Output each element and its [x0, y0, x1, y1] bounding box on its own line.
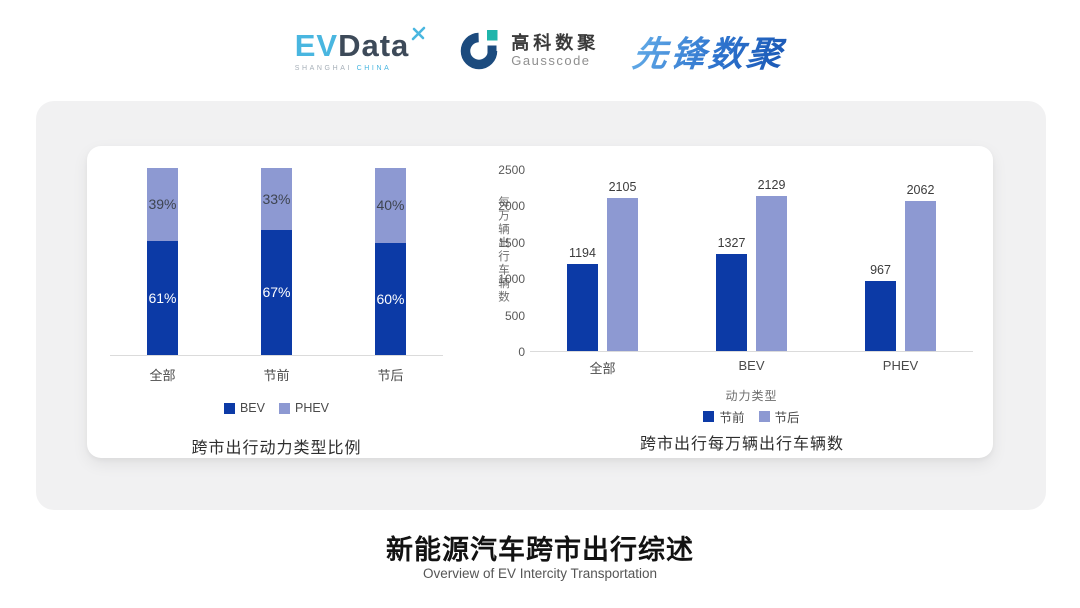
- gausscode-g-icon: [460, 28, 502, 75]
- stacked-bar: 33% 67%: [261, 168, 292, 355]
- evdata-logo-subtext: SHANGHAI CHINA: [295, 65, 392, 72]
- legend-label: PHEV: [294, 401, 330, 415]
- bar-group: 1327 2129: [716, 178, 787, 351]
- bar-segment-bev: 60%: [375, 242, 406, 355]
- evdata-logo: EV Data SHANGHAI CHINA: [294, 26, 427, 72]
- legend-label: 节前: [719, 411, 745, 425]
- y-tick-label: 0: [518, 345, 525, 359]
- evdata-sparkle-icon: [411, 26, 426, 45]
- category-label: 节后: [377, 368, 404, 383]
- legend-swatch: [703, 411, 715, 422]
- grouped-chart-title: 跨市出行每万辆出行车辆数: [639, 436, 844, 453]
- grouped-x-axis-label: 动力类型: [725, 389, 778, 403]
- stacked-category-axis: 全部 节前 节后: [110, 365, 443, 384]
- y-tick-label: 2000: [498, 199, 525, 214]
- grouped-y-axis-ticks: 0 500 1000 1500 2000 2500: [483, 163, 525, 359]
- bar-节后: [607, 197, 638, 351]
- gausscode-cn-text: 高科数聚: [511, 32, 600, 53]
- grouped-y-axis-label: 每万辆出行车辆数: [497, 196, 509, 304]
- content-panel: 39% 61% 33% 67% 40% 60% 全部 节前 节后 BEV PHEV 跨市出行动力…: [36, 101, 1046, 510]
- bar-value-label: 60%: [376, 290, 405, 307]
- category-label: BEV: [738, 358, 765, 373]
- bar-value-label: 2129: [757, 178, 786, 193]
- category-label: PHEV: [882, 358, 919, 373]
- bar-segment-phev: 40%: [375, 168, 406, 243]
- grouped-bar-column: 2129: [756, 178, 787, 351]
- bar-value-label: 967: [870, 262, 891, 277]
- legend-item: 节后: [758, 407, 800, 426]
- stacked-plot-area: 39% 61% 33% 67% 40% 60%: [110, 168, 443, 356]
- bar-节前: [716, 254, 747, 351]
- bar-value-label: 2105: [608, 179, 637, 194]
- stacked-bar: 40% 60%: [375, 168, 406, 355]
- power-type-ratio-chart: 39% 61% 33% 67% 40% 60% 全部 节前 节后 BEV PHEV 跨市出行动力…: [110, 168, 443, 458]
- bar-value-label: 61%: [148, 289, 177, 306]
- legend-item: BEV: [223, 401, 265, 415]
- bar-节后: [756, 196, 787, 351]
- y-tick-label: 500: [504, 308, 525, 323]
- stacked-chart-title: 跨市出行动力类型比例: [191, 440, 362, 457]
- legend-swatch: [758, 411, 770, 422]
- bar-节后: [905, 200, 936, 351]
- gausscode-en-text: Gausscode: [511, 52, 591, 68]
- bar-节前: [865, 280, 896, 351]
- bar-value-label: 1327: [717, 236, 746, 251]
- stacked-bar: 39% 61%: [147, 168, 178, 355]
- y-tick-label: 2500: [498, 163, 525, 177]
- bar-value-label: 1194: [569, 246, 596, 261]
- bar-segment-bev: 67%: [261, 229, 292, 355]
- bar-segment-bev: 61%: [147, 240, 178, 355]
- bar-value-label: 2062: [906, 182, 935, 197]
- grouped-bar-column: 2105: [607, 180, 638, 351]
- grouped-legend: 节前 节后: [530, 407, 973, 426]
- grouped-bar-column: 1327: [716, 236, 747, 351]
- bar-group: 967 2062: [865, 183, 936, 351]
- page-title: 新能源汽车跨市出行综述: [386, 535, 694, 565]
- header-logo-bar: EV Data SHANGHAI CHINA 高科数聚 Gausscode: [0, 16, 1080, 86]
- evdata-logo-data-text: Data: [338, 28, 410, 63]
- xianfeng-shuju-logo: 先锋数聚: [630, 26, 788, 77]
- bar-value-label: 33%: [262, 190, 291, 207]
- grouped-plot-area: 1194 2105 1327 2129 967 2062: [530, 170, 973, 352]
- category-label: 节前: [263, 368, 290, 383]
- grouped-bar-column: 2062: [905, 183, 936, 351]
- evdata-logo-ev-text: EV: [294, 28, 339, 63]
- y-tick-label: 1500: [498, 235, 525, 250]
- grouped-category-axis: 全部 BEV PHEV: [530, 358, 973, 377]
- grouped-bar-column: 1194: [567, 246, 598, 351]
- grouped-bar-column: 967: [865, 263, 896, 351]
- legend-label: 节后: [774, 411, 800, 425]
- legend-swatch: [278, 402, 290, 414]
- evdata-china-text: CHINA: [356, 65, 392, 72]
- evdata-shanghai-text: SHANGHAI: [294, 65, 353, 72]
- bar-segment-phev: 39%: [147, 168, 178, 241]
- bar-value-label: 39%: [148, 196, 177, 213]
- chart-card: 39% 61% 33% 67% 40% 60% 全部 节前 节后 BEV PHEV 跨市出行动力…: [87, 146, 993, 458]
- category-label: 全部: [149, 368, 176, 383]
- page-subtitle: Overview of EV Intercity Transportation: [422, 566, 658, 581]
- legend-item: PHEV: [278, 401, 330, 415]
- bar-segment-phev: 33%: [261, 168, 292, 230]
- legend-label: BEV: [239, 401, 265, 415]
- category-label: 全部: [589, 361, 616, 376]
- gausscode-logo: 高科数聚 Gausscode: [460, 28, 599, 75]
- y-tick-label: 1000: [498, 272, 525, 287]
- stacked-legend: BEV PHEV: [110, 401, 443, 415]
- legend-swatch: [223, 402, 235, 414]
- bar-value-label: 40%: [376, 197, 405, 214]
- bar-节前: [567, 264, 598, 351]
- legend-item: 节前: [703, 407, 745, 426]
- bar-group: 1194 2105: [567, 180, 638, 351]
- bar-value-label: 67%: [262, 284, 291, 301]
